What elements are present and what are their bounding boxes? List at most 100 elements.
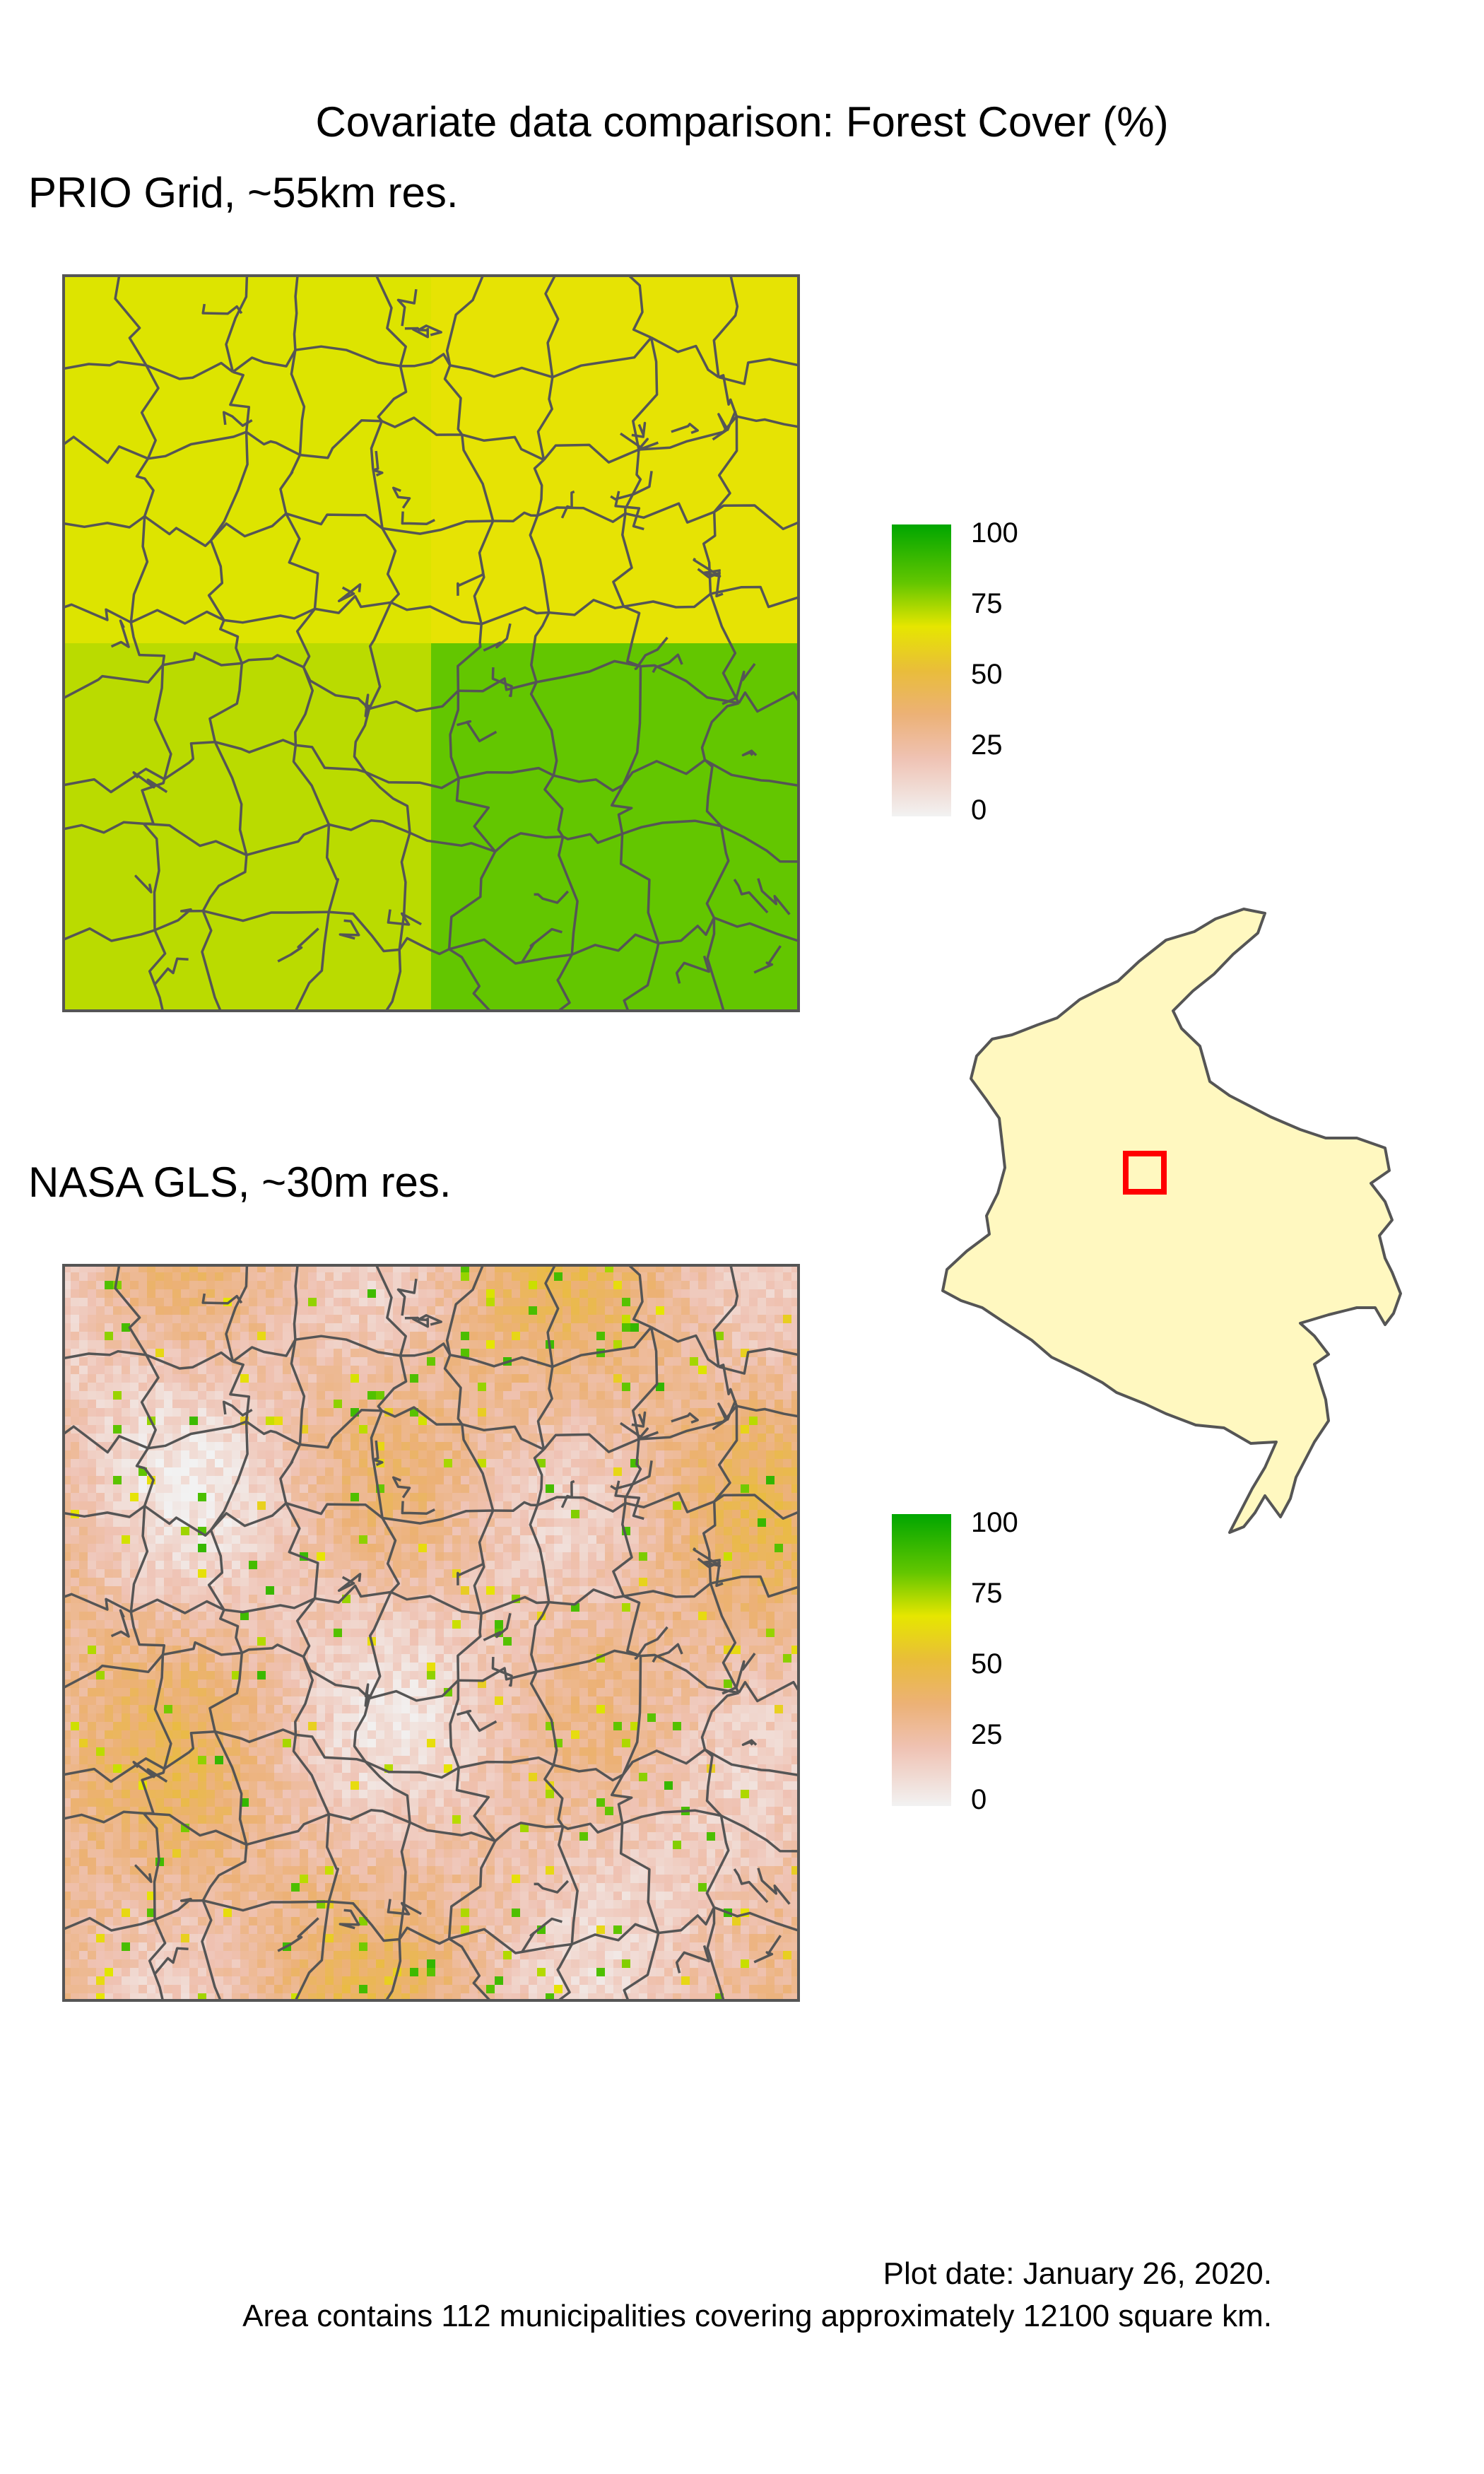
raster-pixel	[673, 1400, 681, 1408]
raster-pixel	[503, 1578, 512, 1586]
raster-pixel	[317, 1323, 325, 1332]
raster-pixel	[775, 1569, 783, 1578]
raster-pixel	[147, 1671, 155, 1679]
raster-pixel	[673, 1272, 681, 1281]
raster-pixel	[461, 1459, 469, 1467]
raster-pixel	[401, 1705, 410, 1713]
raster-pixel	[554, 1544, 563, 1552]
raster-pixel	[647, 1518, 656, 1527]
raster-pixel	[181, 1696, 189, 1705]
raster-pixel	[198, 1501, 206, 1510]
raster-pixel	[503, 1493, 512, 1501]
raster-pixel	[563, 1510, 571, 1518]
raster-pixel	[758, 1637, 766, 1646]
raster-pixel	[613, 1366, 622, 1374]
raster-pixel	[393, 1705, 401, 1713]
raster-pixel	[308, 1713, 317, 1722]
raster-pixel	[300, 1357, 308, 1366]
raster-pixel	[139, 1357, 147, 1366]
raster-pixel	[317, 1374, 325, 1383]
raster-pixel	[130, 1476, 139, 1484]
raster-pixel	[596, 1281, 605, 1289]
raster-pixel	[783, 1340, 791, 1349]
raster-pixel	[342, 1383, 351, 1391]
raster-pixel	[571, 1366, 579, 1374]
raster-pixel	[435, 1366, 444, 1374]
raster-pixel	[283, 1552, 291, 1561]
raster-pixel	[605, 1281, 613, 1289]
raster-pixel	[546, 1569, 554, 1578]
raster-pixel	[71, 1552, 79, 1561]
raster-pixel	[418, 1586, 427, 1595]
raster-pixel	[164, 1467, 172, 1476]
raster-pixel	[656, 1417, 664, 1425]
raster-pixel	[520, 1417, 529, 1425]
raster-pixel	[257, 1552, 266, 1561]
raster-pixel	[698, 1569, 707, 1578]
raster-pixel	[495, 1332, 503, 1340]
raster-pixel	[461, 1340, 469, 1349]
raster-pixel	[664, 1323, 673, 1332]
raster-pixel	[283, 1340, 291, 1349]
raster-pixel	[435, 1408, 444, 1417]
raster-pixel	[105, 1366, 113, 1374]
municipality-boundary	[712, 274, 739, 377]
raster-pixel	[673, 1281, 681, 1289]
raster-pixel	[325, 1306, 334, 1315]
raster-pixel	[308, 1374, 317, 1383]
raster-pixel	[257, 1340, 266, 1349]
raster-pixel	[96, 1569, 105, 1578]
raster-pixel	[325, 1366, 334, 1374]
raster-pixel	[495, 1467, 503, 1476]
raster-pixel	[274, 1705, 283, 1713]
raster-pixel	[291, 1586, 300, 1595]
raster-pixel	[393, 1366, 401, 1374]
raster-pixel	[495, 1646, 503, 1654]
raster-pixel	[427, 1476, 435, 1484]
raster-pixel	[410, 1340, 418, 1349]
raster-pixel	[79, 1442, 88, 1450]
raster-pixel	[741, 1408, 749, 1417]
raster-pixel	[766, 1620, 775, 1629]
raster-pixel	[690, 1518, 698, 1527]
raster-pixel	[274, 1586, 283, 1595]
raster-pixel	[71, 1544, 79, 1552]
raster-pixel	[520, 1391, 529, 1400]
raster-pixel	[563, 1671, 571, 1679]
raster-pixel	[673, 1620, 681, 1629]
raster-pixel	[613, 1408, 622, 1417]
raster-pixel	[393, 1400, 401, 1408]
raster-pixel	[79, 1569, 88, 1578]
raster-pixel	[707, 1535, 715, 1544]
raster-pixel	[478, 1493, 486, 1501]
raster-pixel	[546, 1510, 554, 1518]
raster-pixel	[520, 1467, 529, 1476]
raster-pixel	[715, 1391, 724, 1400]
raster-pixel	[707, 1434, 715, 1442]
raster-pixel	[444, 1629, 452, 1637]
raster-pixel	[656, 1357, 664, 1366]
raster-pixel	[639, 1629, 647, 1637]
raster-pixel	[164, 1552, 172, 1561]
raster-pixel	[410, 1323, 418, 1332]
raster-pixel	[563, 1476, 571, 1484]
raster-pixel	[317, 1501, 325, 1510]
raster-pixel	[579, 1722, 588, 1730]
raster-pixel	[342, 1391, 351, 1400]
raster-pixel	[724, 1561, 732, 1569]
raster-pixel	[766, 1552, 775, 1561]
raster-pixel	[300, 1281, 308, 1289]
raster-pixel	[681, 1340, 690, 1349]
municipality-boundary	[404, 327, 430, 339]
raster-pixel	[563, 1527, 571, 1535]
raster-pixel	[257, 1400, 266, 1408]
raster-pixel	[266, 1476, 274, 1484]
raster-pixel	[401, 1476, 410, 1484]
raster-pixel	[206, 1459, 215, 1467]
raster-pixel	[495, 1383, 503, 1391]
raster-pixel	[198, 1663, 206, 1671]
raster-pixel	[155, 1323, 164, 1332]
raster-pixel	[444, 1713, 452, 1722]
raster-pixel	[707, 1654, 715, 1663]
raster-pixel	[435, 1434, 444, 1442]
